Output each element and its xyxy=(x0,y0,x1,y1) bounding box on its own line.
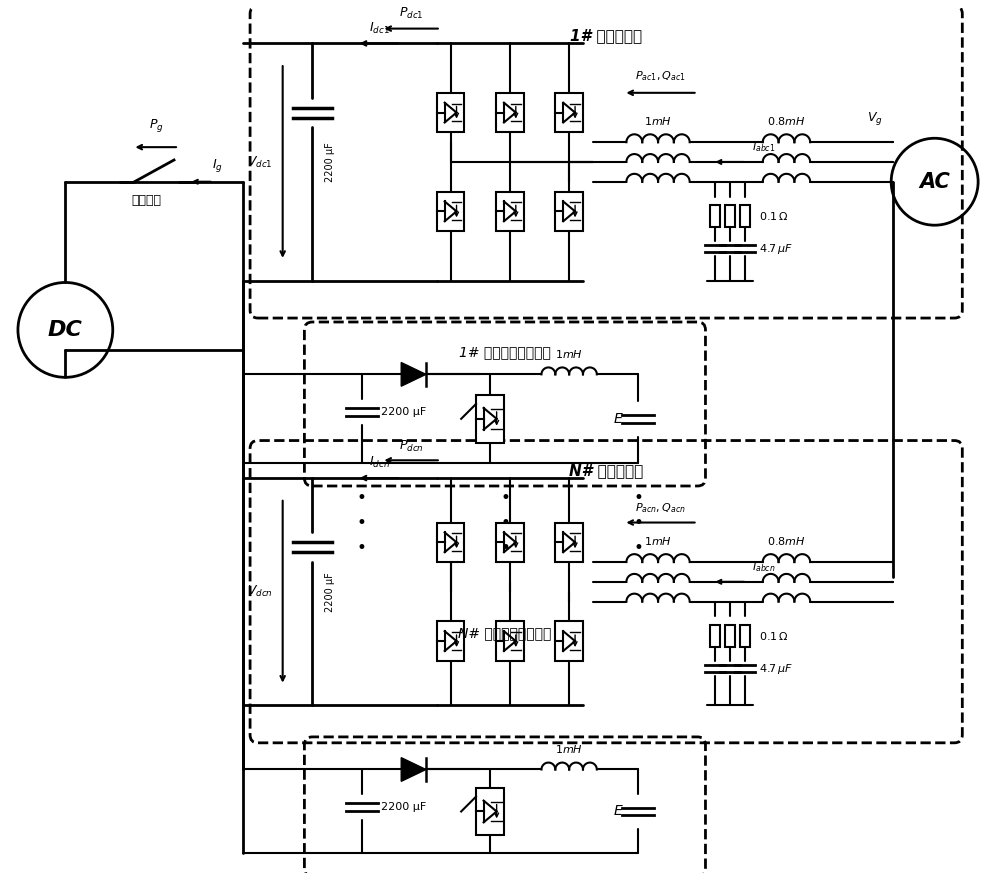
Text: $I_{dcn}$: $I_{dcn}$ xyxy=(369,455,390,470)
Bar xyxy=(555,523,583,562)
Text: 2200 μF: 2200 μF xyxy=(381,802,427,812)
Text: $P_g$: $P_g$ xyxy=(149,117,164,134)
Text: $I_{dc1}$: $I_{dc1}$ xyxy=(369,20,390,36)
Text: $V_g$: $V_g$ xyxy=(867,110,883,127)
Text: N# 双向变换器: N# 双向变换器 xyxy=(569,463,643,478)
Bar xyxy=(496,621,524,661)
Text: $P_{dc1}$: $P_{dc1}$ xyxy=(399,5,423,21)
Bar xyxy=(496,192,524,231)
Text: $P_{acn},Q_{acn}$: $P_{acn},Q_{acn}$ xyxy=(635,501,685,514)
Text: $0.1\,\Omega$: $0.1\,\Omega$ xyxy=(759,630,788,642)
Text: $E$: $E$ xyxy=(613,412,623,426)
Bar xyxy=(476,395,504,442)
Bar xyxy=(710,206,720,227)
Bar xyxy=(496,523,524,562)
Bar xyxy=(496,93,524,132)
Text: $4.7\,\mu F$: $4.7\,\mu F$ xyxy=(759,661,793,675)
Text: •
•
•: • • • xyxy=(633,489,643,556)
Text: $0.1\,\Omega$: $0.1\,\Omega$ xyxy=(759,210,788,223)
Text: $4.7\,\mu F$: $4.7\,\mu F$ xyxy=(759,242,793,256)
Text: $1mH$: $1mH$ xyxy=(555,348,583,359)
Text: 电力开关: 电力开关 xyxy=(132,194,162,207)
Text: $1mH$: $1mH$ xyxy=(644,535,672,548)
Bar xyxy=(437,93,464,132)
Text: $I_{abcn}$: $I_{abcn}$ xyxy=(752,560,776,574)
Polygon shape xyxy=(401,758,426,781)
Text: AC: AC xyxy=(919,172,950,192)
Text: $0.8mH$: $0.8mH$ xyxy=(767,116,806,127)
Bar xyxy=(710,625,720,647)
Text: •
•
•: • • • xyxy=(500,489,510,556)
Text: •
•
•: • • • xyxy=(357,489,367,556)
Text: 2200 μF: 2200 μF xyxy=(381,406,427,417)
Bar xyxy=(555,192,583,231)
Polygon shape xyxy=(401,363,426,386)
Text: 2200 μF: 2200 μF xyxy=(325,142,335,182)
Text: DC: DC xyxy=(48,320,83,340)
Text: $E$: $E$ xyxy=(613,804,623,818)
Text: $1mH$: $1mH$ xyxy=(555,743,583,755)
Text: N# 纹波有源吸收电路: N# 纹波有源吸收电路 xyxy=(458,626,552,640)
Bar xyxy=(740,625,750,647)
Bar xyxy=(725,206,735,227)
Bar xyxy=(555,93,583,132)
Text: $I_g$: $I_g$ xyxy=(212,157,222,173)
Bar xyxy=(740,206,750,227)
Bar xyxy=(437,523,464,562)
Text: $I_{abc1}$: $I_{abc1}$ xyxy=(752,140,775,154)
Bar xyxy=(555,621,583,661)
Text: $1mH$: $1mH$ xyxy=(644,116,672,127)
Text: 2200 μF: 2200 μF xyxy=(325,572,335,611)
Text: $P_{ac1},Q_{ac1}$: $P_{ac1},Q_{ac1}$ xyxy=(635,69,685,83)
Text: 1# 纹波有源吸收电路: 1# 纹波有源吸收电路 xyxy=(459,345,551,359)
Text: $P_{dcn}$: $P_{dcn}$ xyxy=(399,439,424,455)
Bar xyxy=(437,192,464,231)
Bar xyxy=(725,625,735,647)
Bar xyxy=(476,788,504,836)
Text: $0.8mH$: $0.8mH$ xyxy=(767,535,806,548)
Text: $V_{dc1}$: $V_{dc1}$ xyxy=(247,154,273,170)
Text: $V_{dcn}$: $V_{dcn}$ xyxy=(247,584,273,599)
Bar xyxy=(437,621,464,661)
Text: 1# 双向变换器: 1# 双向变换器 xyxy=(570,29,642,44)
